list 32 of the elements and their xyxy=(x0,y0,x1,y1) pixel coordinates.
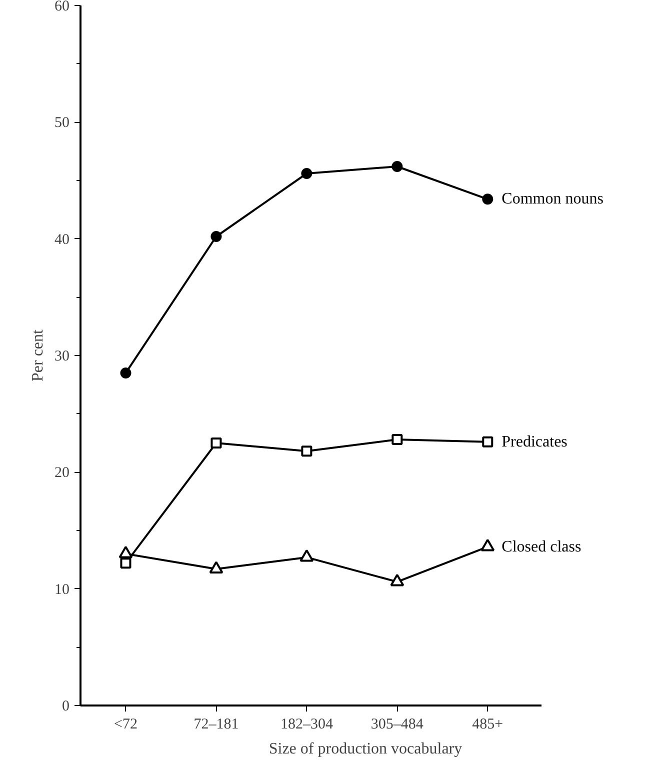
point xyxy=(482,194,494,205)
y-tick-label: 40 xyxy=(54,232,70,248)
point xyxy=(210,438,222,448)
y-tick-label: 0 xyxy=(62,698,70,714)
point xyxy=(210,231,222,242)
y-tick-label: 60 xyxy=(54,0,70,14)
y-tick-label: 10 xyxy=(54,582,70,598)
x-tick-label: 182–304 xyxy=(280,716,334,732)
series-label: Predicates xyxy=(502,433,568,450)
point xyxy=(301,168,312,179)
point xyxy=(120,368,132,378)
y-tick-label: 20 xyxy=(54,465,70,482)
point xyxy=(482,436,494,448)
y-axis-title: Per cent xyxy=(30,328,46,382)
x-axis-title: Size of production vocabulary xyxy=(268,740,462,758)
point xyxy=(120,558,132,569)
x-tick-label: 305–484 xyxy=(370,716,424,732)
series-label: Common nouns xyxy=(502,190,604,208)
point xyxy=(118,546,133,558)
point xyxy=(390,574,404,586)
y-tick-label: 50 xyxy=(54,115,70,132)
point xyxy=(209,561,224,574)
point xyxy=(480,538,495,552)
series-label: Closed class xyxy=(502,538,582,556)
point xyxy=(392,434,403,445)
y-tick-label: 30 xyxy=(54,348,70,364)
x-tick-label: <72 xyxy=(114,716,138,732)
x-tick-label: 72–181 xyxy=(194,716,239,732)
point xyxy=(392,161,403,172)
point xyxy=(300,549,314,562)
point xyxy=(301,446,312,457)
x-tick-label: 485+ xyxy=(472,716,504,732)
